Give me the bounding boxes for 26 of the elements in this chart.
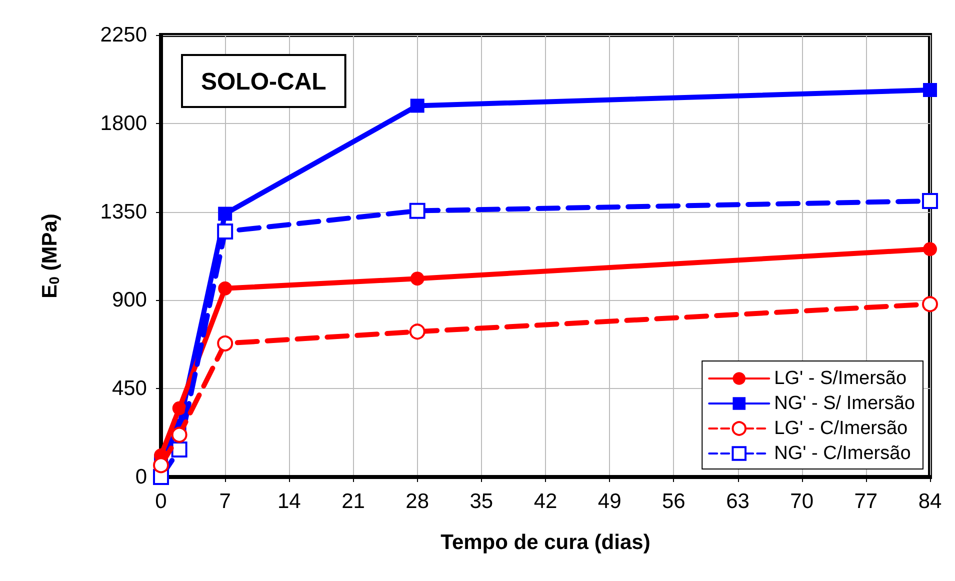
x-tick-label: 14: [277, 490, 302, 513]
legend-label: LG' - C/Imersão: [774, 418, 908, 439]
x-tick-label: 42: [534, 490, 558, 513]
legend-label: NG' - S/ Imersão: [774, 393, 916, 414]
legend-label: NG' - C/Imersão: [774, 443, 911, 464]
x-tick-label: 7: [219, 490, 231, 513]
x-tick-label: 28: [406, 490, 430, 513]
x-tick-label: 70: [790, 490, 814, 513]
annotation: SOLO-CAL: [201, 68, 326, 96]
x-tick-label: 49: [598, 490, 622, 513]
x-tick-label: 77: [854, 490, 878, 513]
y-tick-label: 1800: [100, 112, 147, 135]
x-tick-label: 84: [918, 490, 942, 513]
x-tick-label: 21: [342, 490, 365, 513]
y-axis-title: E0 (MPa): [38, 214, 62, 298]
y-tick-label: 450: [112, 377, 147, 400]
legend-label: LG' - S/Imersão: [774, 368, 907, 389]
x-tick-label: 63: [726, 490, 750, 513]
y-tick-label: 0: [135, 466, 147, 488]
y-tick-label: 900: [112, 288, 147, 312]
y-tick-label: 1350: [100, 200, 147, 224]
x-tick-label: 35: [470, 490, 494, 513]
x-axis-title: Tempo de cura (dias): [440, 531, 650, 554]
x-tick-label: 56: [662, 490, 686, 513]
x-tick-label: 0: [155, 490, 167, 513]
y-tick-label: 2250: [100, 24, 147, 46]
